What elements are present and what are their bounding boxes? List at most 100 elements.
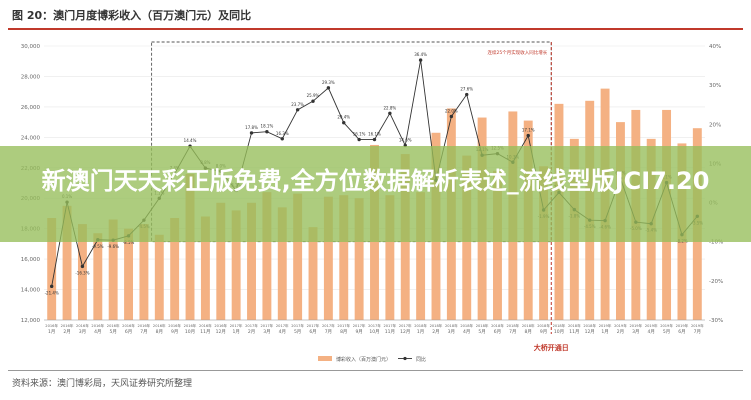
x-tick-month: 11月 [385,329,395,335]
bar [231,210,241,320]
x-tick-year: 2018年 [568,323,581,328]
source-note: 资料来源：澳门博彩局，天风证券研究所整理 [12,379,193,389]
x-tick-year: 2016年 [122,323,135,328]
x-tick-month: 12月 [216,329,226,335]
yoy-point [80,264,85,269]
x-tick-month: 2月 [617,329,624,335]
yoy-data-label: 18.1% [261,124,274,129]
yoy-data-label: 20.4% [337,115,350,120]
x-tick-year: 2018年 [460,323,473,328]
legend-swatch-bar [318,356,332,361]
x-tick-month: 2月 [248,329,255,335]
x-tick-month: 8月 [340,329,347,335]
x-tick-year: 2018年 [430,323,443,328]
bar [47,218,57,320]
x-tick-month: 6月 [678,329,685,335]
bar [200,216,210,320]
bar [62,205,72,320]
yoy-data-label: 29.3% [322,80,335,85]
x-tick-month: 1月 [601,329,608,335]
x-tick-month: 9月 [540,329,547,335]
x-tick-year: 2016年 [91,323,104,328]
x-tick-month: 7月 [140,329,147,335]
yoy-data-label: 17.1% [522,128,535,133]
x-tick-month: 2月 [432,329,439,335]
bar [339,195,349,320]
x-tick-year: 2018年 [414,323,427,328]
x-tick-month: 9月 [355,329,362,335]
x-tick-year: 2016年 [184,323,197,328]
chart-title: 图 20：澳门月度博彩收入（百万澳门元）及同比 [12,9,252,22]
x-tick-month: 5月 [294,329,301,335]
x-tick-month: 3月 [263,329,270,335]
x-tick-year: 2017年 [291,323,304,328]
bar [277,207,287,320]
x-tick-month: 11月 [200,329,210,335]
x-tick-month: 4月 [279,329,286,335]
yoy-point [449,114,454,119]
yoy-point [265,130,269,134]
x-tick-year: 2019年 [645,323,658,328]
legend-swatch-point [403,356,407,361]
bar [77,224,87,320]
x-tick-month: 7月 [694,329,701,335]
chart-header: 图 20：澳门月度博彩收入（百万澳门元）及同比 [0,0,751,30]
yoy-data-label: 16.1% [353,132,366,137]
x-tick-month: 6月 [494,329,501,335]
yoy-data-label: 22.8% [384,105,397,110]
yoy-data-label: 23.7% [291,102,304,107]
bar [493,170,502,320]
y-tick-left: 26,000 [21,105,41,111]
yoy-data-label: 17.8% [245,125,258,130]
y-tick-right: -20% [709,279,723,285]
bar [247,202,256,320]
x-tick-month: 10月 [369,329,379,335]
yoy-point [418,58,423,62]
yoy-data-label: 14.4% [184,138,197,143]
chart-footer: 资料来源：澳门博彩局，天风证券研究所整理 [0,370,751,400]
x-tick-month: 6月 [309,329,316,335]
yoy-data-label: 22.0% [445,108,458,113]
bar [139,224,149,320]
yoy-data-label: -9.6% [107,244,119,249]
yoy-point [295,108,300,112]
yoy-data-label: -9.5% [92,244,104,249]
yoy-data-label: 27.6% [460,87,473,92]
x-tick-month: 8月 [525,329,532,335]
x-tick-month: 11月 [569,329,579,335]
y-tick-left: 12,000 [21,318,41,324]
x-tick-year: 2017年 [245,323,258,328]
x-tick-year: 2018年 [583,323,596,328]
x-tick-year: 2016年 [153,323,166,328]
y-tick-right: 30% [709,83,721,89]
x-tick-year: 2017年 [322,323,335,328]
x-tick-month: 7月 [325,329,332,335]
x-tick-year: 2017年 [383,323,396,328]
x-tick-year: 2018年 [553,323,566,328]
legend-label-line: 同比 [416,356,426,363]
x-tick-year: 2018年 [445,323,458,328]
y-tick-left: 14,000 [21,288,41,294]
x-tick-year: 2016年 [199,323,212,328]
y-tick-right: 40% [709,44,721,50]
yoy-point [280,137,284,141]
y-tick-left: 16,000 [21,257,41,263]
x-tick-year: 2018年 [476,323,489,328]
x-tick-year: 2016年 [61,323,74,328]
x-tick-month: 3月 [79,329,86,335]
y-tick-left: 28,000 [21,74,41,80]
bar [539,166,549,320]
x-tick-month: 7月 [509,329,516,335]
y-tick-right: -30% [709,318,723,324]
yoy-data-label: 16.3% [276,131,289,136]
bar [108,219,118,320]
y-tick-right: 20% [709,122,721,128]
x-tick-year: 2016年 [138,323,151,328]
yoy-point [357,137,361,142]
x-tick-year: 2019年 [614,323,627,328]
x-tick-year: 2017年 [368,323,381,328]
bar [185,173,195,320]
x-tick-year: 2016年 [168,323,181,328]
yoy-point [311,99,315,103]
annotation-label: 连续25个月实现收入同比增长 [488,49,548,56]
